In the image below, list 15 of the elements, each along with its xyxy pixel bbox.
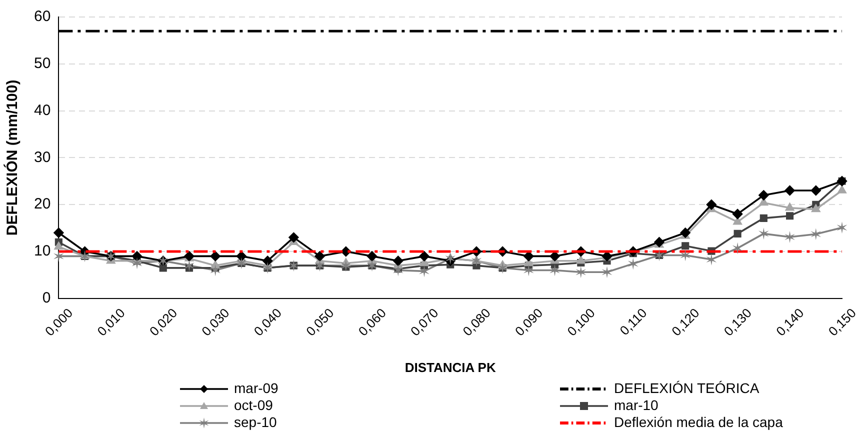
- x-axis-title: DISTANCIA PK: [404, 360, 496, 375]
- y-tick-label: 40: [34, 102, 51, 119]
- y-tick-label: 10: [34, 242, 51, 260]
- legend-label: sep-10: [234, 414, 277, 431]
- y-tick-label: 20: [34, 196, 51, 213]
- y-tick-label: 60: [34, 8, 51, 26]
- legend-label: mar-10: [614, 397, 658, 414]
- legend-label: mar-09: [234, 380, 278, 397]
- legend-label: DEFLEXIÓN TEÓRICA: [614, 380, 760, 397]
- y-tick-label: 30: [34, 148, 51, 166]
- y-axis-title: DEFLEXIÓN (mm/100): [3, 80, 22, 236]
- y-tick-label: 50: [34, 55, 51, 72]
- y-tick-label: 0: [42, 290, 51, 307]
- legend-label: Deflexión media de la capa: [614, 414, 783, 431]
- legend-label: oct-09: [234, 397, 273, 414]
